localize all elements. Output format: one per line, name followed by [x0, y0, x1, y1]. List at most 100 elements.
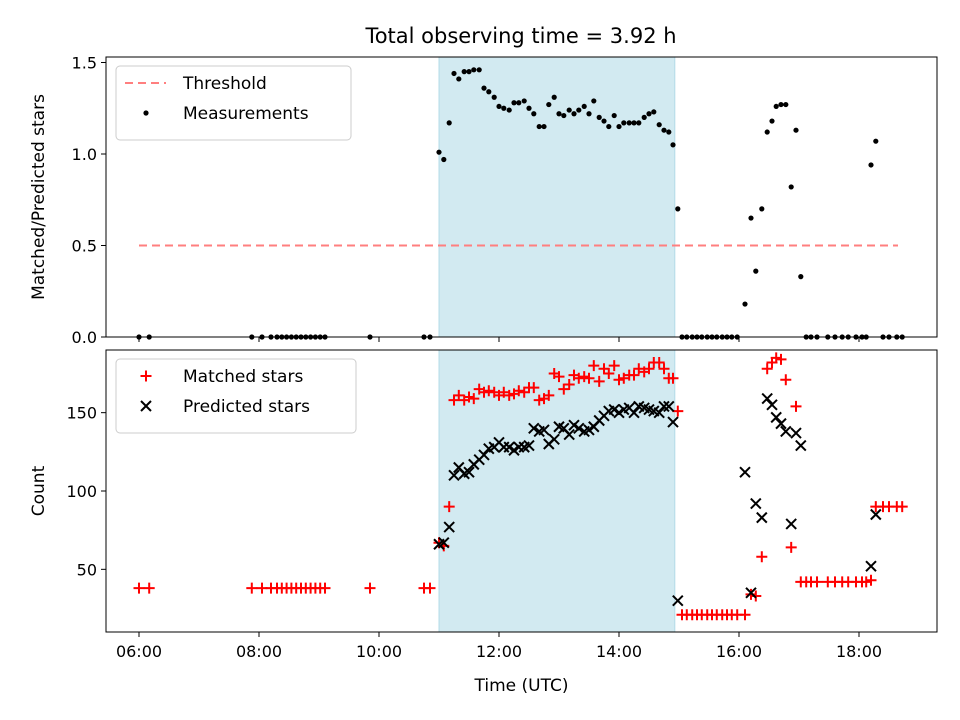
data-point — [438, 536, 450, 549]
y-tick-label: 50 — [77, 560, 97, 579]
data-point — [586, 111, 592, 117]
legend-swatch — [140, 400, 152, 412]
bottom-x-axis: 06:00 08:00 10:00 12:00 14:00 16:00 18:00 — [116, 632, 882, 661]
data-point — [581, 103, 587, 110]
data-point — [518, 386, 530, 398]
data-point — [780, 425, 792, 438]
data-point — [745, 588, 757, 600]
bottom-legend: Matched stars Predicted stars — [115, 358, 357, 434]
data-point — [513, 385, 525, 397]
data-point — [661, 127, 667, 133]
data-point — [865, 574, 877, 586]
data-point — [631, 120, 637, 126]
figure-title: Total observing time = 3.92 h — [364, 24, 676, 48]
data-point — [764, 129, 770, 135]
y-tick-label: 100 — [66, 482, 97, 501]
data-point — [443, 501, 455, 513]
data-point — [441, 156, 447, 163]
data-point — [486, 89, 492, 95]
data-point — [646, 111, 652, 117]
data-point — [766, 399, 778, 411]
data-point — [621, 120, 627, 126]
data-point — [536, 123, 542, 130]
data-point — [608, 360, 620, 372]
data-point — [566, 107, 572, 113]
data-point — [598, 363, 610, 375]
data-point — [778, 101, 784, 108]
data-point — [770, 352, 782, 364]
data-point — [756, 511, 768, 524]
data-point — [745, 587, 757, 599]
data-point — [466, 69, 472, 75]
data-point — [471, 67, 477, 73]
data-point — [563, 428, 575, 441]
data-point — [628, 406, 640, 419]
data-point — [750, 497, 762, 510]
legend-label: Threshold — [182, 74, 267, 94]
data-point — [773, 103, 779, 110]
data-point — [641, 114, 647, 120]
data-point — [501, 105, 507, 111]
x-tick-label: 06:00 — [116, 642, 162, 661]
y-tick-label: 1.0 — [72, 145, 97, 164]
data-point — [446, 120, 452, 126]
observing-window-band — [438, 349, 676, 633]
data-point — [785, 518, 797, 530]
data-point — [780, 374, 792, 386]
data-point — [596, 114, 602, 120]
data-point — [653, 406, 665, 419]
data-point — [785, 541, 797, 553]
data-point — [573, 372, 585, 384]
data-point — [463, 391, 475, 403]
data-point — [481, 85, 487, 91]
top-panel-measurements: 0.0 0.5 1.0 1.5 Matched/Predicted stars Thr… — [29, 53, 938, 347]
series-matched-stars — [133, 352, 908, 621]
data-point — [783, 101, 789, 108]
data-point — [798, 274, 804, 280]
data-point — [463, 466, 475, 478]
data-point — [667, 416, 679, 428]
data-point — [521, 98, 527, 104]
data-point — [658, 400, 670, 413]
data-point — [523, 439, 535, 452]
data-point — [319, 582, 331, 594]
bottom-y-axis-label: Count — [29, 465, 49, 516]
data-point — [769, 118, 775, 124]
data-point — [606, 123, 612, 130]
data-point — [516, 100, 522, 106]
data-point — [443, 521, 455, 533]
data-point — [476, 67, 482, 73]
x-tick-label: 08:00 — [236, 642, 282, 661]
data-point — [364, 582, 376, 594]
data-point — [593, 375, 605, 387]
y-tick-label: 150 — [66, 404, 97, 423]
data-point — [788, 184, 794, 190]
data-point — [601, 118, 607, 124]
data-point — [478, 449, 490, 461]
data-point — [583, 372, 595, 384]
legend-entry: Measurements — [143, 104, 309, 124]
data-point — [571, 111, 577, 117]
data-point — [790, 400, 802, 412]
x-tick-label: 16:00 — [716, 642, 762, 661]
data-point — [528, 422, 540, 435]
bottom-y-axis: 50 100 150 — [66, 404, 106, 579]
legend-swatch — [140, 370, 152, 382]
data-point — [611, 112, 617, 119]
data-point — [573, 422, 585, 435]
data-point — [491, 94, 497, 100]
y-tick-label: 0.0 — [72, 328, 97, 347]
data-point — [811, 576, 823, 588]
data-point — [553, 371, 565, 383]
data-point — [461, 69, 467, 75]
data-point — [483, 385, 495, 397]
data-point — [511, 100, 517, 106]
data-point — [533, 394, 545, 406]
data-point — [551, 94, 557, 100]
data-point — [561, 112, 567, 119]
data-point — [526, 105, 532, 111]
data-point — [865, 560, 877, 572]
x-tick-label: 12:00 — [476, 642, 522, 661]
data-point — [613, 374, 625, 386]
